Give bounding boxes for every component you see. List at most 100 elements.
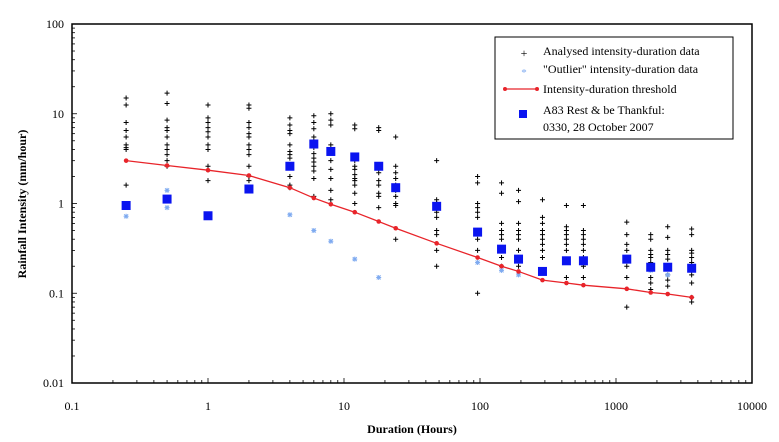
threshold-point	[123, 158, 129, 163]
event-point	[537, 266, 547, 276]
analysed-point	[393, 134, 399, 140]
analysed-point	[624, 274, 630, 280]
event-point	[350, 152, 360, 162]
analysed-point	[499, 255, 505, 261]
y-tick-label: 100	[46, 17, 64, 31]
analysed-point	[539, 241, 545, 247]
analysed-point	[665, 252, 671, 258]
analysed-point	[287, 142, 293, 148]
analysed-point	[205, 146, 211, 152]
analysed-point	[352, 182, 358, 188]
analysed-point	[648, 255, 654, 261]
analysed-point	[665, 234, 671, 240]
analysed-point	[328, 117, 334, 123]
analysed-point	[246, 119, 252, 125]
x-tick-label: 0.1	[65, 399, 80, 413]
analysed-point	[563, 202, 569, 208]
analysed-point	[563, 247, 569, 253]
analysed-point	[205, 102, 211, 108]
x-tick-label: 10	[338, 399, 350, 413]
analysed-point	[516, 236, 522, 242]
analysed-point	[311, 159, 317, 165]
legend-label-analysed: Analysed intensity-duration data	[543, 44, 700, 58]
analysed-point	[287, 115, 293, 121]
threshold-point	[499, 263, 504, 269]
analysed-point	[376, 193, 382, 199]
x-tick-label: 10000	[737, 399, 767, 413]
analysed-point	[665, 277, 671, 283]
outlier-point	[287, 212, 293, 218]
legend-label-threshold: Intensity-duration threshold	[543, 82, 677, 96]
threshold-point	[689, 295, 694, 300]
outlier-point	[164, 187, 170, 193]
event-point	[646, 262, 656, 272]
outlier-point	[516, 272, 522, 278]
legend-marker-threshold-dot	[535, 87, 539, 91]
event-point	[473, 227, 483, 237]
analysed-point	[164, 117, 170, 123]
analysed-point	[516, 263, 522, 269]
analysed-point	[352, 178, 358, 184]
analysed-point	[246, 163, 252, 169]
legend-marker-event	[519, 110, 527, 118]
analysed-point	[689, 250, 695, 256]
threshold-point	[205, 167, 211, 173]
outlier-point	[376, 274, 382, 280]
outlier-point	[328, 238, 334, 244]
y-tick-label: 1	[58, 197, 64, 211]
analysed-point	[287, 155, 293, 161]
event-point	[687, 263, 697, 273]
analysed-point	[123, 134, 129, 140]
analysed-point	[516, 220, 522, 226]
analysed-point	[689, 232, 695, 238]
analysed-point	[287, 122, 293, 128]
analysed-point	[164, 90, 170, 96]
event-point	[663, 262, 673, 272]
event-point	[561, 256, 571, 266]
analysed-point	[434, 232, 440, 238]
threshold-point	[328, 201, 334, 207]
outlier-point	[499, 267, 505, 273]
analysed-point	[516, 232, 522, 238]
analysed-point	[246, 152, 252, 158]
analysed-point	[499, 180, 505, 186]
analysed-point	[580, 247, 586, 253]
analysed-point	[689, 272, 695, 278]
threshold-point	[311, 195, 317, 201]
threshold-point	[648, 290, 654, 295]
analysed-point	[434, 158, 440, 164]
analysed-point	[499, 190, 505, 196]
analysed-point	[516, 199, 522, 205]
analysed-point	[311, 168, 317, 174]
event-point	[326, 146, 336, 156]
analysed-point	[563, 236, 569, 242]
threshold-point	[434, 241, 439, 246]
analysed-point	[475, 180, 481, 186]
analysed-point	[475, 173, 481, 179]
event-point	[578, 256, 588, 266]
analysed-point	[539, 247, 545, 253]
analysed-point	[246, 134, 252, 140]
analysed-point	[580, 232, 586, 238]
analysed-point	[393, 175, 399, 181]
analysed-point	[123, 95, 129, 101]
threshold-point	[540, 277, 545, 283]
analysed-point	[164, 142, 170, 148]
legend-label-outlier: "Outlier" intensity-duration data	[543, 62, 699, 76]
analysed-point	[624, 304, 630, 310]
analysed-point	[164, 146, 170, 152]
outlier-point	[665, 272, 671, 278]
analysed-point	[246, 125, 252, 131]
analysed-point	[539, 220, 545, 226]
analysed-point	[328, 158, 334, 164]
event-point	[121, 200, 131, 210]
analysed-point	[434, 263, 440, 269]
analysed-point	[580, 274, 586, 280]
analysed-point	[164, 101, 170, 107]
outlier-point	[164, 205, 170, 211]
analysed-point	[205, 178, 211, 184]
plot-frame	[71, 23, 753, 384]
y-tick-label: 0.01	[43, 376, 64, 390]
threshold-point	[665, 291, 671, 297]
